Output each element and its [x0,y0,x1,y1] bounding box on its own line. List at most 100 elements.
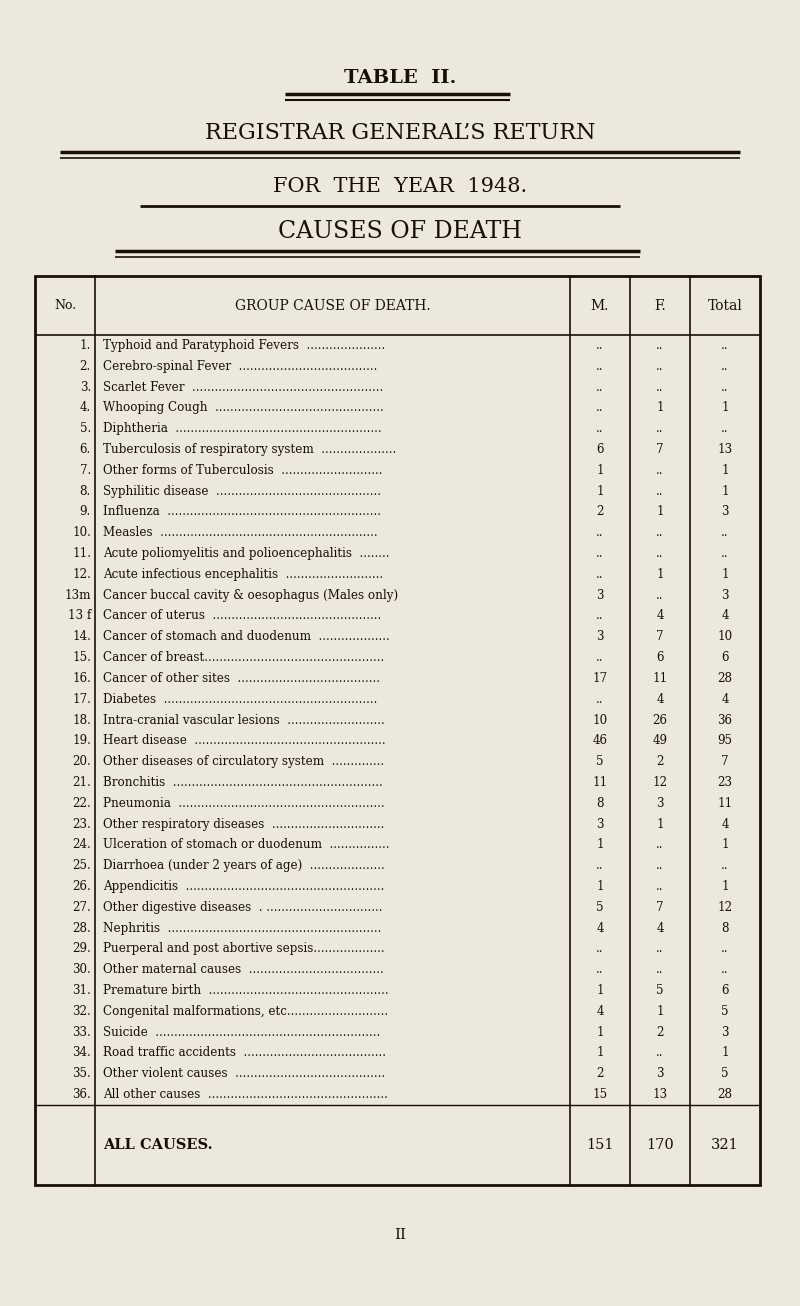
Text: Measles  ..........................................................: Measles ................................… [103,526,378,539]
Text: ..: .. [656,1046,664,1059]
Text: Total: Total [707,299,742,312]
Text: 1: 1 [721,401,729,414]
Text: 1: 1 [656,818,664,831]
Text: ..: .. [596,526,604,539]
Text: ..: .. [596,547,604,560]
Text: 4: 4 [722,818,729,831]
Text: 5: 5 [722,1004,729,1017]
Text: ..: .. [722,422,729,435]
Text: 24.: 24. [72,838,91,852]
Text: 95: 95 [718,734,733,747]
Text: Road traffic accidents  ......................................: Road traffic accidents .................… [103,1046,386,1059]
Text: 1: 1 [596,880,604,893]
Text: CAUSES OF DEATH: CAUSES OF DEATH [278,221,522,243]
Text: 1: 1 [721,464,729,477]
Text: 1: 1 [596,983,604,996]
Text: Pneumonia  .......................................................: Pneumonia ..............................… [103,797,385,810]
Text: Syphilitic disease  ............................................: Syphilitic disease .....................… [103,485,381,498]
Text: 14.: 14. [72,631,91,644]
Text: Cancer of uterus  .............................................: Cancer of uterus .......................… [103,610,382,623]
Text: Premature birth  ................................................: Premature birth ........................… [103,983,389,996]
Text: Puerperal and post abortive sepsis...................: Puerperal and post abortive sepsis......… [103,943,385,956]
Text: 20.: 20. [72,755,91,768]
Text: ..: .. [656,859,664,872]
Text: 13m: 13m [65,589,91,602]
Text: 170: 170 [646,1138,674,1152]
Text: Acute infectious encephalitis  ..........................: Acute infectious encephalitis ..........… [103,568,383,581]
Text: 1: 1 [596,464,604,477]
Text: ..: .. [656,943,664,956]
Text: Influenza  .........................................................: Influenza ..............................… [103,505,381,518]
Text: Other diseases of circulatory system  ..............: Other diseases of circulatory system ...… [103,755,384,768]
Text: Cancer of stomach and duodenum  ...................: Cancer of stomach and duodenum .........… [103,631,390,644]
Text: 6: 6 [722,652,729,663]
Text: 28: 28 [718,1088,733,1101]
Text: 18.: 18. [72,713,91,726]
Text: 33.: 33. [72,1025,91,1038]
Text: 21.: 21. [72,776,91,789]
Text: 5.: 5. [80,422,91,435]
Text: ..: .. [596,422,604,435]
Text: Other violent causes  ........................................: Other violent causes ...................… [103,1067,385,1080]
Text: Cerebro-spinal Fever  .....................................: Cerebro-spinal Fever ...................… [103,359,378,372]
Text: Acute poliomyelitis and polioencephalitis  ........: Acute poliomyelitis and polioencephaliti… [103,547,390,560]
Text: 3: 3 [596,818,604,831]
Text: ..: .. [656,526,664,539]
Text: 34.: 34. [72,1046,91,1059]
Text: Ulceration of stomach or duodenum  ................: Ulceration of stomach or duodenum ......… [103,838,390,852]
Text: ..: .. [656,359,664,372]
Text: 36.: 36. [72,1088,91,1101]
Text: ..: .. [656,464,664,477]
Text: 15: 15 [593,1088,607,1101]
Text: ..: .. [656,547,664,560]
Text: M.: M. [591,299,609,312]
Text: 2: 2 [656,755,664,768]
Text: 3: 3 [596,589,604,602]
Text: 8.: 8. [80,485,91,498]
Text: ..: .. [656,880,664,893]
Text: 12.: 12. [72,568,91,581]
Text: 25.: 25. [72,859,91,872]
Bar [35,276,760,1185]
Text: 4: 4 [722,610,729,623]
Text: 1: 1 [656,505,664,518]
Text: Other forms of Tuberculosis  ...........................: Other forms of Tuberculosis ............… [103,464,382,477]
Text: ..: .. [656,964,664,976]
Text: 6: 6 [596,443,604,456]
Text: 28.: 28. [72,922,91,935]
Text: 11: 11 [718,797,733,810]
Text: 3: 3 [596,631,604,644]
Text: ..: .. [722,359,729,372]
Text: ..: .. [722,526,729,539]
Text: 10.: 10. [72,526,91,539]
Text: ..: .. [656,380,664,393]
Text: Appendicitis  .....................................................: Appendicitis ...........................… [103,880,384,893]
Text: ..: .. [596,401,604,414]
Text: 30.: 30. [72,964,91,976]
Text: ..: .. [596,380,604,393]
Text: 13: 13 [653,1088,667,1101]
Text: Cancer of other sites  ......................................: Cancer of other sites ..................… [103,671,380,684]
Text: Suicide  ............................................................: Suicide ................................… [103,1025,380,1038]
Text: Diphtheria  .......................................................: Diphtheria .............................… [103,422,382,435]
Text: 35.: 35. [72,1067,91,1080]
Text: 36: 36 [718,713,733,726]
Text: 1: 1 [596,838,604,852]
Text: ..: .. [596,652,604,663]
Text: ..: .. [596,859,604,872]
Text: ..: .. [656,589,664,602]
Text: 1: 1 [721,880,729,893]
Text: 15.: 15. [72,652,91,663]
Text: 27.: 27. [72,901,91,914]
Text: ..: .. [596,568,604,581]
Text: 4: 4 [596,1004,604,1017]
Text: ..: .. [596,610,604,623]
Text: 4: 4 [656,610,664,623]
Text: 23: 23 [718,776,733,789]
Text: 1: 1 [721,838,729,852]
Text: 321: 321 [711,1138,739,1152]
Text: 7: 7 [656,631,664,644]
Text: 26: 26 [653,713,667,726]
Text: 4: 4 [722,692,729,705]
Text: Diabetes  .........................................................: Diabetes ...............................… [103,692,378,705]
